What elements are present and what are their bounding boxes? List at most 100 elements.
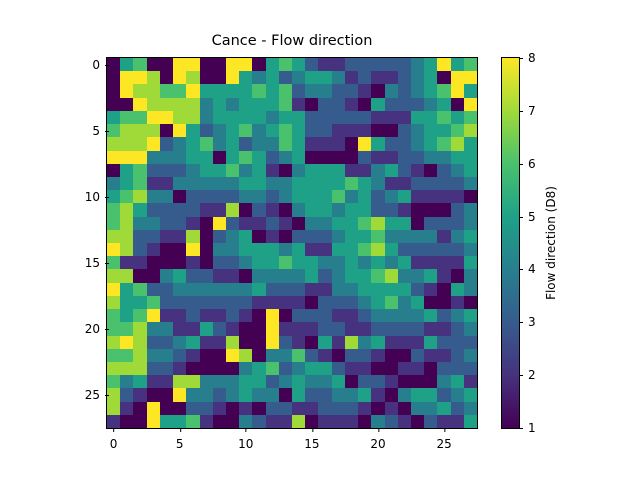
heatmap-cell: [410, 388, 425, 402]
heatmap-cell: [437, 163, 451, 177]
heatmap-cell: [212, 84, 226, 98]
heatmap-cell: [225, 229, 240, 243]
heatmap-cell: [450, 58, 464, 72]
heatmap-cell: [225, 84, 240, 98]
heatmap-cell: [225, 176, 240, 191]
heatmap-cell: [371, 388, 385, 402]
heatmap-cell: [450, 229, 464, 243]
heatmap-cell: [331, 295, 345, 310]
heatmap-cell: [371, 137, 385, 151]
heatmap-cell: [107, 150, 121, 164]
heatmap-cell: [199, 124, 213, 138]
heatmap-cell: [173, 110, 187, 125]
heatmap-cell: [450, 203, 464, 217]
heatmap-cell: [384, 110, 398, 125]
heatmap-cell: [252, 190, 266, 204]
heatmap-cell: [305, 401, 319, 415]
heatmap-cell: [120, 137, 134, 151]
heatmap-cell: [397, 401, 411, 415]
heatmap-cell: [212, 150, 226, 164]
heatmap-cell: [437, 348, 451, 362]
heatmap-cell: [450, 335, 464, 349]
heatmap-cell: [107, 401, 121, 415]
heatmap-cell: [358, 216, 372, 230]
heatmap-cell: [225, 71, 240, 85]
heatmap-cell: [120, 361, 134, 376]
heatmap-cell: [450, 309, 464, 323]
heatmap-cell: [107, 84, 121, 98]
heatmap-cell: [344, 190, 359, 204]
heatmap-cell: [199, 322, 213, 336]
heatmap-cell: [371, 243, 385, 257]
x-tick-label: 20: [370, 428, 386, 451]
heatmap-cell: [239, 309, 253, 323]
heatmap-cell: [450, 414, 464, 428]
heatmap-cell: [107, 414, 121, 428]
heatmap-cell: [239, 243, 253, 257]
heatmap-cell: [344, 97, 359, 111]
heatmap-cell: [146, 388, 160, 402]
heatmap-cell: [199, 295, 213, 310]
heatmap-cell: [450, 282, 464, 296]
heatmap-cell: [344, 414, 359, 428]
heatmap-cell: [318, 309, 332, 323]
heatmap-cell: [384, 401, 398, 415]
heatmap-cell: [305, 309, 319, 323]
heatmap-cell: [173, 309, 187, 323]
heatmap-cell: [331, 124, 345, 138]
heatmap-cell: [225, 348, 240, 362]
heatmap-cell: [305, 414, 319, 428]
heatmap-cell: [437, 295, 451, 310]
heatmap-cell: [225, 216, 240, 230]
heatmap-cell: [331, 375, 345, 389]
heatmap-cell: [410, 256, 425, 270]
heatmap-cell: [212, 216, 226, 230]
heatmap-cell: [384, 176, 398, 191]
heatmap-cell: [120, 322, 134, 336]
heatmap-cell: [120, 124, 134, 138]
heatmap-cell: [463, 282, 477, 296]
heatmap-cell: [107, 229, 121, 243]
heatmap-cell: [397, 97, 411, 111]
heatmap-cell: [278, 309, 292, 323]
heatmap-cell: [410, 84, 425, 98]
heatmap-cell: [212, 401, 226, 415]
heatmap-cell: [292, 322, 306, 336]
heatmap-cell: [292, 176, 306, 191]
heatmap-cell: [318, 243, 332, 257]
heatmap-cell: [252, 388, 266, 402]
heatmap-cell: [424, 190, 438, 204]
heatmap-cell: [437, 150, 451, 164]
heatmap-cell: [212, 335, 226, 349]
heatmap-cell: [424, 269, 438, 283]
heatmap-cell: [107, 348, 121, 362]
heatmap-cell: [305, 375, 319, 389]
heatmap-cell: [292, 414, 306, 428]
heatmap-cell: [120, 58, 134, 72]
heatmap-cell: [292, 295, 306, 310]
heatmap-cell: [450, 375, 464, 389]
heatmap-cell: [133, 137, 147, 151]
heatmap-cell: [159, 229, 174, 243]
heatmap-cell: [120, 71, 134, 85]
heatmap-cell: [450, 348, 464, 362]
heatmap-cell: [133, 335, 147, 349]
heatmap-cell: [450, 110, 464, 125]
heatmap-cell: [186, 84, 200, 98]
heatmap-cell: [358, 176, 372, 191]
heatmap-cell: [424, 361, 438, 376]
heatmap-cell: [450, 71, 464, 85]
heatmap-cell: [331, 176, 345, 191]
colorbar-tick-label: 3: [519, 315, 536, 330]
heatmap-cell: [173, 137, 187, 151]
heatmap-cell: [133, 256, 147, 270]
heatmap-cell: [186, 137, 200, 151]
heatmap-cell: [199, 137, 213, 151]
heatmap-cell: [107, 388, 121, 402]
heatmap-cell: [278, 84, 292, 98]
heatmap-cell: [344, 269, 359, 283]
heatmap-cell: [133, 348, 147, 362]
heatmap-cell: [358, 295, 372, 310]
heatmap-cell: [437, 137, 451, 151]
heatmap-cell: [265, 58, 279, 72]
